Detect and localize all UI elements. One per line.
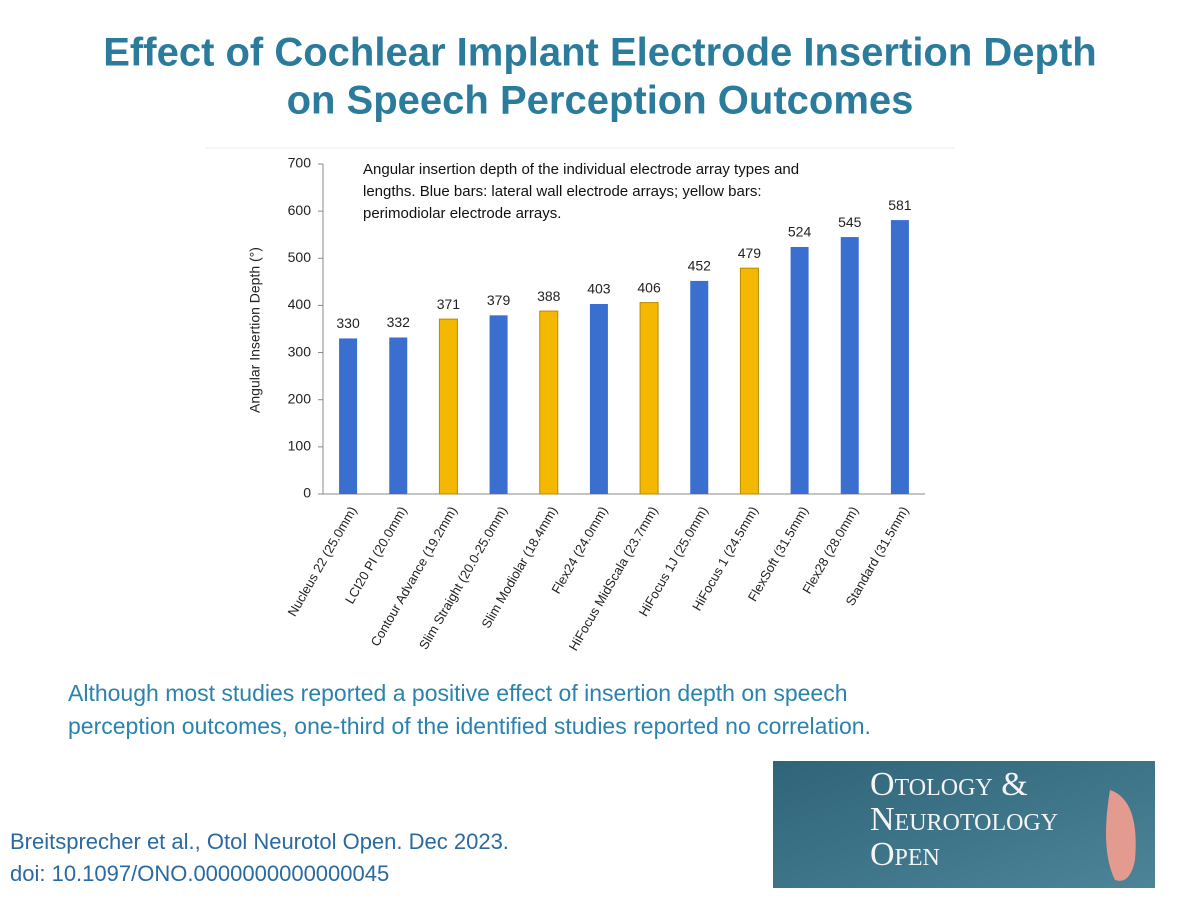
value-label: 379 <box>487 292 511 308</box>
journal-logo <box>773 761 1155 888</box>
value-label: 524 <box>788 224 812 240</box>
y-tick-label: 600 <box>288 202 312 218</box>
bar <box>690 280 709 494</box>
bar <box>840 237 859 495</box>
value-label: 545 <box>838 214 862 230</box>
value-label: 452 <box>688 258 712 274</box>
summary: perception outcomes, one-third of the id… <box>68 713 871 739</box>
annotation: Angular insertion depth of the individua… <box>363 161 799 178</box>
logo-text: Open <box>870 836 940 873</box>
annotation: perimodiolar electrode arrays. <box>363 205 561 222</box>
bar <box>539 310 559 495</box>
bar <box>739 267 759 495</box>
y-axis-label: Angular Insertion Depth (°) <box>247 247 263 413</box>
bar <box>890 220 909 494</box>
annotation: lengths. Blue bars: lateral wall electro… <box>363 183 762 200</box>
logo-text: Otology & <box>870 766 1028 803</box>
y-tick-label: 0 <box>303 485 311 501</box>
value-label: 330 <box>336 315 360 331</box>
y-tick-label: 200 <box>288 390 312 406</box>
value-label: 388 <box>537 288 561 304</box>
bar <box>339 338 358 494</box>
summary: Although most studies reported a positiv… <box>68 680 848 706</box>
title: Effect of Cochlear Implant Electrode Ins… <box>103 31 1096 75</box>
logo-text: Neurotology <box>870 801 1058 838</box>
y-tick-label: 100 <box>288 438 312 454</box>
logo-art <box>1106 790 1136 881</box>
bar <box>438 318 458 495</box>
value-label: 332 <box>387 314 411 330</box>
x-tick-label: HiFocus MidScala (23.7mm) <box>566 504 661 654</box>
value-label: 581 <box>888 197 912 213</box>
citation: Breitsprecher et al., Otol Neurotol Open… <box>10 829 509 854</box>
y-tick-label: 300 <box>288 343 312 359</box>
y-tick-label: 400 <box>288 296 312 312</box>
y-tick-label: 700 <box>288 155 312 171</box>
bar <box>589 304 608 494</box>
bar <box>790 246 809 494</box>
value-label: 479 <box>738 245 762 261</box>
x-tick-label: Slim Straight (20.0-25.0mm) <box>416 504 510 652</box>
bar <box>639 302 659 495</box>
citation: doi: 10.1097/ONO.0000000000000045 <box>10 861 389 886</box>
value-label: 371 <box>437 296 461 312</box>
x-tick-label: Contour Advance (19.2mm) <box>368 504 460 649</box>
value-label: 406 <box>637 279 661 295</box>
bar <box>389 337 408 494</box>
bar <box>489 315 508 494</box>
y-tick-label: 500 <box>288 249 312 265</box>
value-label: 403 <box>587 281 611 297</box>
title: on Speech Perception Outcomes <box>287 79 914 123</box>
